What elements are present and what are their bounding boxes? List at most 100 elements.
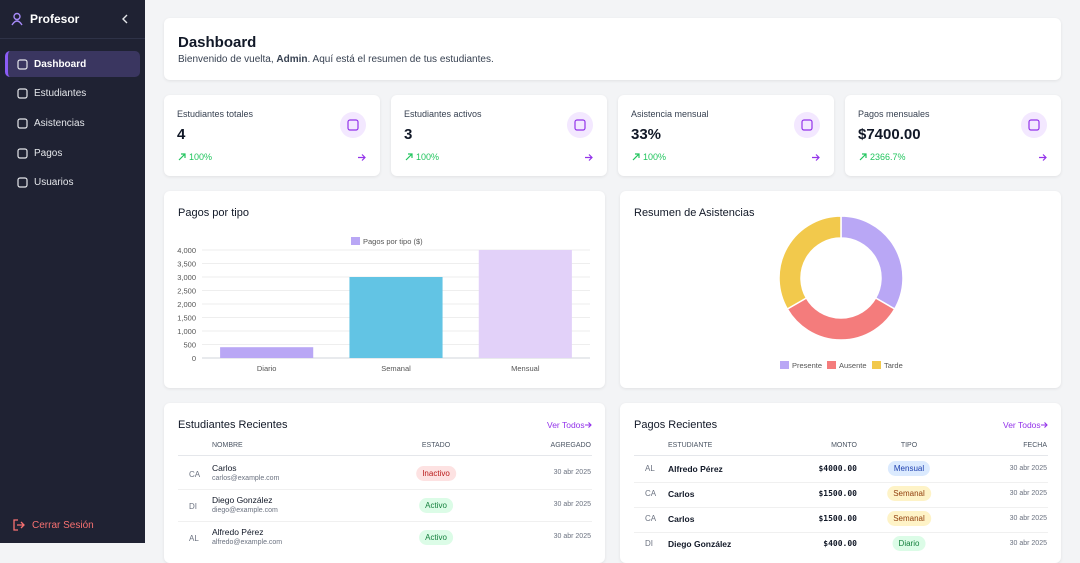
avatar: DI xyxy=(189,502,197,511)
logout[interactable]: Cerrar Sesión xyxy=(32,520,94,531)
legend-label: Pagos por tipo ($) xyxy=(363,237,423,246)
x-tick-label: Semanal xyxy=(381,364,411,373)
legend-label: Ausente xyxy=(839,361,867,370)
y-tick-label: 4,000 xyxy=(177,246,196,255)
chart-title: Pagos por tipo xyxy=(178,207,249,219)
icon-shape xyxy=(801,119,813,131)
donut-slice xyxy=(778,215,842,311)
avatar: CA xyxy=(189,470,201,479)
trend-icon xyxy=(405,153,413,161)
stat-value: 33% xyxy=(631,126,662,143)
sidebar: Profesor Dashboard Estudiantes Asistencias… xyxy=(0,0,145,543)
student-name: Alfredo Pérez xyxy=(668,464,723,474)
donut-slice xyxy=(786,296,896,341)
avatar: CA xyxy=(645,514,657,523)
column-header: FECHA xyxy=(1023,442,1047,449)
icon-bg xyxy=(340,112,366,138)
avatar: AL xyxy=(189,534,199,543)
trend-icon xyxy=(859,153,867,161)
arrow xyxy=(405,153,413,161)
greeting-rest: . Aquí está el resumen de tus estudiante… xyxy=(307,54,494,65)
legend-swatch xyxy=(872,361,881,369)
icon-shape xyxy=(17,148,28,159)
amount: $1500.00 xyxy=(818,514,857,523)
row-line xyxy=(178,521,592,522)
bar xyxy=(349,277,443,358)
nav-item[interactable]: Pagos xyxy=(5,140,140,166)
chart-title: Resumen de Asistencias xyxy=(634,207,755,219)
header-card: Dashboard Bienvenido de vuelta, Admin. A… xyxy=(164,18,1061,80)
nav-label: Dashboard xyxy=(34,59,87,70)
table-header-line xyxy=(634,455,1048,456)
stat-link[interactable] xyxy=(1038,153,1047,162)
icon-shape xyxy=(17,177,28,188)
view-all[interactable]: Ver Todos xyxy=(1003,420,1041,430)
stat-icon xyxy=(794,112,820,138)
nav-item[interactable]: Dashboard xyxy=(5,51,140,77)
trend-icon xyxy=(178,153,186,161)
icon-bg xyxy=(567,112,593,138)
icon-bg xyxy=(1021,112,1047,138)
stat-label: Estudiantes totales xyxy=(177,109,254,119)
amount: $400.00 xyxy=(823,539,857,548)
row-line xyxy=(178,489,592,490)
stat-link[interactable] xyxy=(811,153,820,162)
sidebar-title: Profesor xyxy=(30,12,80,26)
stat-label: Asistencia mensual xyxy=(631,109,709,119)
type-badge: Mensual xyxy=(887,461,931,476)
donut-chart: Presente Ausente Tarde xyxy=(778,215,904,370)
avatar: AL xyxy=(645,464,655,473)
avatar: DI xyxy=(645,539,653,548)
view-all[interactable]: Ver Todos xyxy=(547,420,585,430)
stat-change: 100% xyxy=(416,152,440,162)
stat-link[interactable] xyxy=(357,153,366,162)
row-line xyxy=(634,532,1048,533)
date: 30 abr 2025 xyxy=(553,501,591,508)
legend-swatch xyxy=(780,361,789,369)
nav-item[interactable]: Asistencias xyxy=(5,110,140,136)
student-name: Carlos xyxy=(668,489,695,499)
stat-link[interactable] xyxy=(584,153,593,162)
student-name: Carlos xyxy=(212,463,237,473)
date: 30 abr 2025 xyxy=(553,533,591,540)
date: 30 abr 2025 xyxy=(553,469,591,476)
donut-slice xyxy=(840,215,904,311)
nav-icon xyxy=(17,88,28,99)
student-name: Diego González xyxy=(668,539,732,549)
nav-icon xyxy=(17,177,28,188)
icon-bg xyxy=(794,112,820,138)
status-badge: Inactivo xyxy=(416,466,456,481)
nav-item[interactable]: Usuarios xyxy=(5,169,140,195)
donut-card: Resumen de Asistencias Presente Ausente Ta… xyxy=(620,191,1061,388)
stat-icon xyxy=(1021,112,1047,138)
column-header: MONTO xyxy=(831,442,857,449)
student-name: Diego González xyxy=(212,495,273,505)
stat-change: 100% xyxy=(643,152,667,162)
user-name: Admin xyxy=(276,54,308,65)
legend-label: Tarde xyxy=(884,361,903,370)
arrow xyxy=(812,154,820,161)
y-tick-label: 0 xyxy=(192,354,196,363)
student-email: diego@example.com xyxy=(212,507,278,514)
nav-item[interactable]: Estudiantes xyxy=(5,80,140,106)
amount: $4000.00 xyxy=(818,464,857,473)
y-tick-label: 2,000 xyxy=(177,300,196,309)
bar-card: Pagos por tipo 0 500 1,000 1,500 2,000 2,500 3… xyxy=(164,191,605,388)
payments-card: Pagos Recientes Ver Todos ESTUDIANTE MONTO T… xyxy=(620,403,1061,563)
icon-shape xyxy=(17,59,28,70)
column-header: AGREGADO xyxy=(550,442,591,449)
nav-label: Usuarios xyxy=(34,177,74,188)
nav-icon xyxy=(17,148,28,159)
stat-icon xyxy=(340,112,366,138)
date: 30 abr 2025 xyxy=(1009,490,1047,497)
type-badge: Diario xyxy=(892,536,926,551)
bar-chart: 0 500 1,000 1,500 2,000 2,500 3,000 3,500 4,000 P… xyxy=(177,237,590,373)
avatar: CA xyxy=(645,489,657,498)
arrow xyxy=(1041,422,1048,428)
legend-swatch xyxy=(827,361,836,369)
row-line xyxy=(634,482,1048,483)
amount: $1500.00 xyxy=(818,489,857,498)
collapse-button[interactable] xyxy=(121,14,131,24)
logout-icon xyxy=(13,519,25,531)
